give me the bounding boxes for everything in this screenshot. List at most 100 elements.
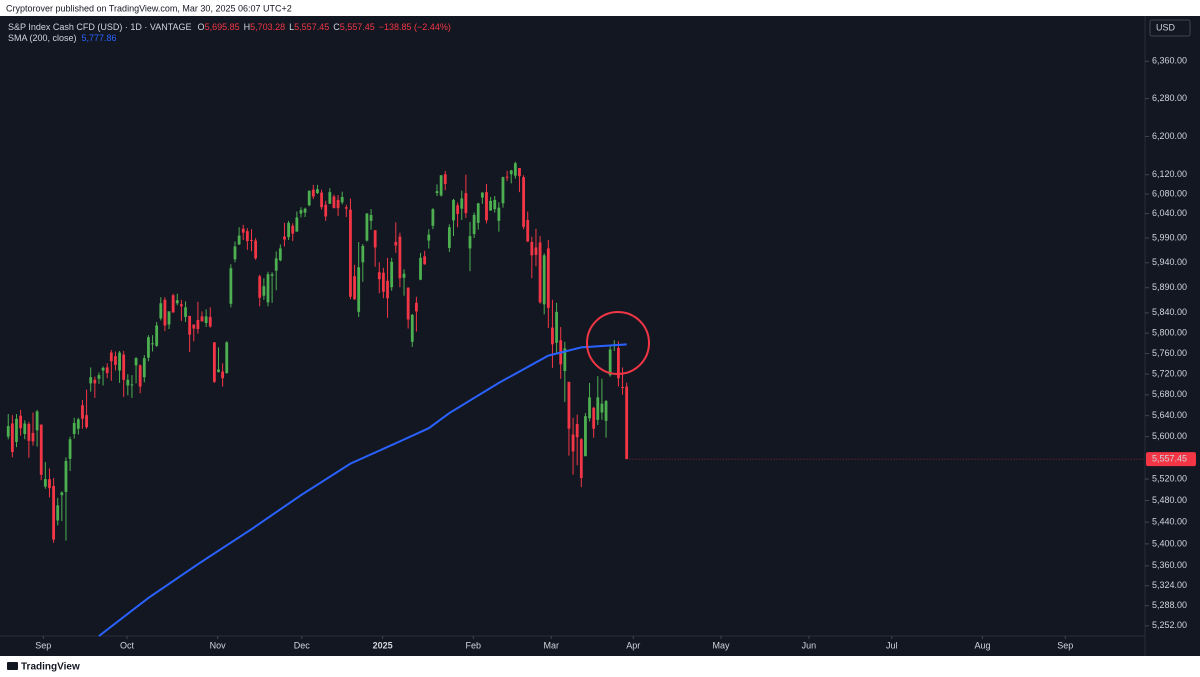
- candle-body: [155, 325, 159, 346]
- x-tick-label: 2025: [373, 640, 393, 650]
- candle-body: [237, 235, 241, 245]
- candle-body: [6, 426, 10, 437]
- candle-body: [390, 261, 394, 288]
- candle-body: [435, 191, 439, 194]
- candle-body: [625, 386, 629, 460]
- candle-body: [414, 302, 418, 312]
- candle-body: [365, 213, 369, 241]
- brand-logo: [7, 662, 18, 670]
- candle-body: [344, 207, 348, 209]
- sma-name: SMA (200, close): [8, 33, 77, 43]
- x-tick-label: Oct: [120, 640, 135, 650]
- y-tick-label: 5,890.00: [1152, 282, 1187, 292]
- y-tick-label: 6,280.00: [1152, 93, 1187, 103]
- candle-body: [320, 192, 323, 208]
- candle-body: [175, 300, 179, 304]
- ohlc-value: 5,557.45: [340, 22, 375, 32]
- candle-body: [406, 287, 410, 320]
- candle-body: [464, 193, 468, 214]
- candle-body: [295, 217, 299, 232]
- candle-body: [208, 316, 212, 327]
- candle-body: [522, 177, 525, 227]
- candle-body: [402, 273, 406, 278]
- candle-body: [151, 343, 154, 345]
- candle-body: [225, 342, 229, 374]
- candle-body: [48, 479, 51, 489]
- candle-body: [114, 356, 117, 365]
- sma-line: [98, 343, 627, 637]
- candle-body: [278, 248, 282, 261]
- sma-legend: SMA (200, close) 5,777.86: [8, 33, 117, 43]
- y-tick-label: 5,940.00: [1152, 257, 1187, 267]
- candle-body: [452, 199, 455, 221]
- candle-body: [200, 316, 204, 322]
- candle-body: [361, 245, 365, 263]
- x-tick-label: Nov: [210, 640, 227, 650]
- candle-body: [109, 352, 113, 362]
- sma-value: 5,777.86: [82, 33, 117, 43]
- candle-body: [89, 377, 93, 384]
- candle-body: [542, 255, 546, 305]
- candle-body: [563, 348, 567, 372]
- x-tick-label: Sep: [1057, 640, 1073, 650]
- candle-body: [10, 423, 14, 452]
- candle-body: [60, 492, 64, 496]
- candle-body: [204, 316, 208, 323]
- candle-body: [142, 358, 146, 378]
- candle-body: [126, 379, 130, 386]
- brand-name: TradingView: [21, 662, 80, 673]
- candle-body: [93, 379, 97, 384]
- candle-body: [485, 192, 488, 221]
- candle-body: [196, 319, 200, 330]
- candle-body: [456, 205, 460, 215]
- last-price-box: [1146, 452, 1196, 467]
- y-tick-label: 5,440.00: [1152, 517, 1187, 527]
- candle-body: [588, 397, 591, 419]
- y-tick-label: 6,080.00: [1152, 188, 1187, 198]
- candle-body: [382, 272, 385, 292]
- candle-body: [336, 199, 340, 209]
- candle-body: [229, 268, 233, 304]
- candle-body: [105, 367, 109, 374]
- candle-body: [476, 203, 480, 223]
- candle-body: [353, 276, 356, 300]
- candle-body: [617, 347, 620, 379]
- last-price-label: 5,557.45: [1152, 454, 1187, 464]
- candle-body: [394, 242, 398, 246]
- candle-body: [316, 189, 319, 194]
- candle-body: [258, 276, 262, 298]
- candle-body: [233, 246, 237, 260]
- candle-body: [250, 240, 253, 242]
- candle-body: [307, 190, 311, 206]
- candle-body: [513, 163, 517, 176]
- candle-body: [101, 367, 105, 371]
- candle-body: [427, 234, 431, 241]
- candle-body: [303, 208, 307, 213]
- footer-bar: [0, 656, 1200, 677]
- candle-body: [592, 407, 596, 429]
- x-tick-label: Jul: [886, 640, 898, 650]
- x-tick-label: Dec: [294, 640, 311, 650]
- candle-body: [35, 411, 39, 431]
- candle-body: [299, 210, 303, 214]
- candle-body: [600, 403, 604, 413]
- candle-body: [546, 248, 550, 308]
- y-tick-label: 5,360.00: [1152, 560, 1187, 570]
- candle-body: [555, 311, 558, 343]
- candle-body: [332, 196, 336, 209]
- candle-body: [188, 315, 192, 335]
- y-tick-label: 5,480.00: [1152, 495, 1187, 505]
- x-tick-label: Jun: [802, 640, 817, 650]
- candle-body: [398, 236, 402, 279]
- candle-body: [76, 419, 80, 429]
- candle-body: [509, 170, 513, 175]
- candle-body: [23, 423, 27, 435]
- candle-body: [621, 387, 624, 389]
- candle-body: [551, 327, 554, 345]
- candle-body: [530, 242, 534, 256]
- candle-body: [122, 354, 126, 380]
- candle-body: [410, 314, 414, 342]
- candle-body: [518, 167, 521, 177]
- y-tick-label: 5,720.00: [1152, 368, 1187, 378]
